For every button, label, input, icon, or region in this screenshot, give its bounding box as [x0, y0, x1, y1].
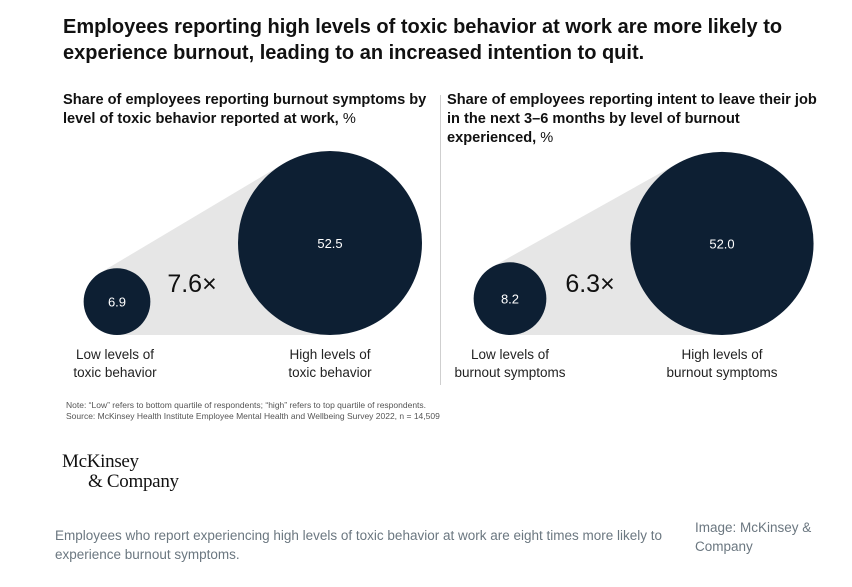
right-panel-title-text: Share of employees reporting intent to l…: [447, 92, 817, 146]
left-panel-title-text: Share of employees reporting burnout sym…: [63, 92, 427, 127]
panel-divider: [440, 95, 441, 385]
footnote: Note: “Low” refers to bottom quartile of…: [66, 400, 766, 422]
right-low-value-label: 8.2: [501, 292, 519, 307]
note-text: Note: “Low” refers to bottom quartile of…: [66, 400, 427, 410]
right-high-bubble: [630, 151, 814, 335]
logo-line1: McKinsey: [62, 451, 139, 472]
source-text: Source: McKinsey Health Institute Employ…: [66, 411, 440, 421]
left-high-category-line2: toxic behavior: [288, 365, 372, 380]
left-low-category-label: Low levels of toxic behavior: [30, 346, 200, 382]
left-ratio-label: 7.6×: [167, 270, 216, 298]
right-ratio-label: 6.3×: [565, 270, 614, 298]
right-high-value-label: 52.0: [709, 236, 734, 251]
left-low-bubble: [83, 268, 151, 335]
right-panel-unit: %: [540, 130, 554, 146]
left-panel-unit: %: [342, 111, 356, 127]
left-low-category-line1: Low levels of: [75, 347, 155, 362]
image-caption: Employees who report experiencing high l…: [55, 528, 663, 562]
left-panel-title: Share of employees reporting burnout sym…: [63, 91, 438, 129]
right-high-category-label: High levels of burnout symptoms: [637, 346, 807, 382]
right-high-category-line1: High levels of: [681, 347, 763, 362]
mckinsey-logo: McKinsey & Company: [62, 452, 179, 492]
right-low-category-line2: burnout symptoms: [454, 365, 566, 380]
left-high-value-label: 52.5: [317, 236, 342, 251]
left-low-category-line2: toxic behavior: [73, 365, 157, 380]
headline: Employees reporting high levels of toxic…: [63, 16, 783, 64]
right-low-category-label: Low levels of burnout symptoms: [425, 346, 595, 382]
left-high-category-line1: High levels of: [289, 347, 371, 362]
right-panel-title: Share of employees reporting intent to l…: [447, 91, 832, 148]
left-low-value-label: 6.9: [108, 295, 126, 310]
right-low-category-line1: Low levels of: [470, 347, 550, 362]
logo-line2: & Company: [88, 471, 179, 492]
right-high-category-line2: burnout symptoms: [666, 365, 778, 380]
right-low-bubble: [473, 262, 547, 336]
left-high-bubble: [238, 151, 422, 335]
left-high-category-label: High levels of toxic behavior: [245, 346, 415, 382]
image-credit: Image: McKinsey & Company: [695, 520, 812, 554]
